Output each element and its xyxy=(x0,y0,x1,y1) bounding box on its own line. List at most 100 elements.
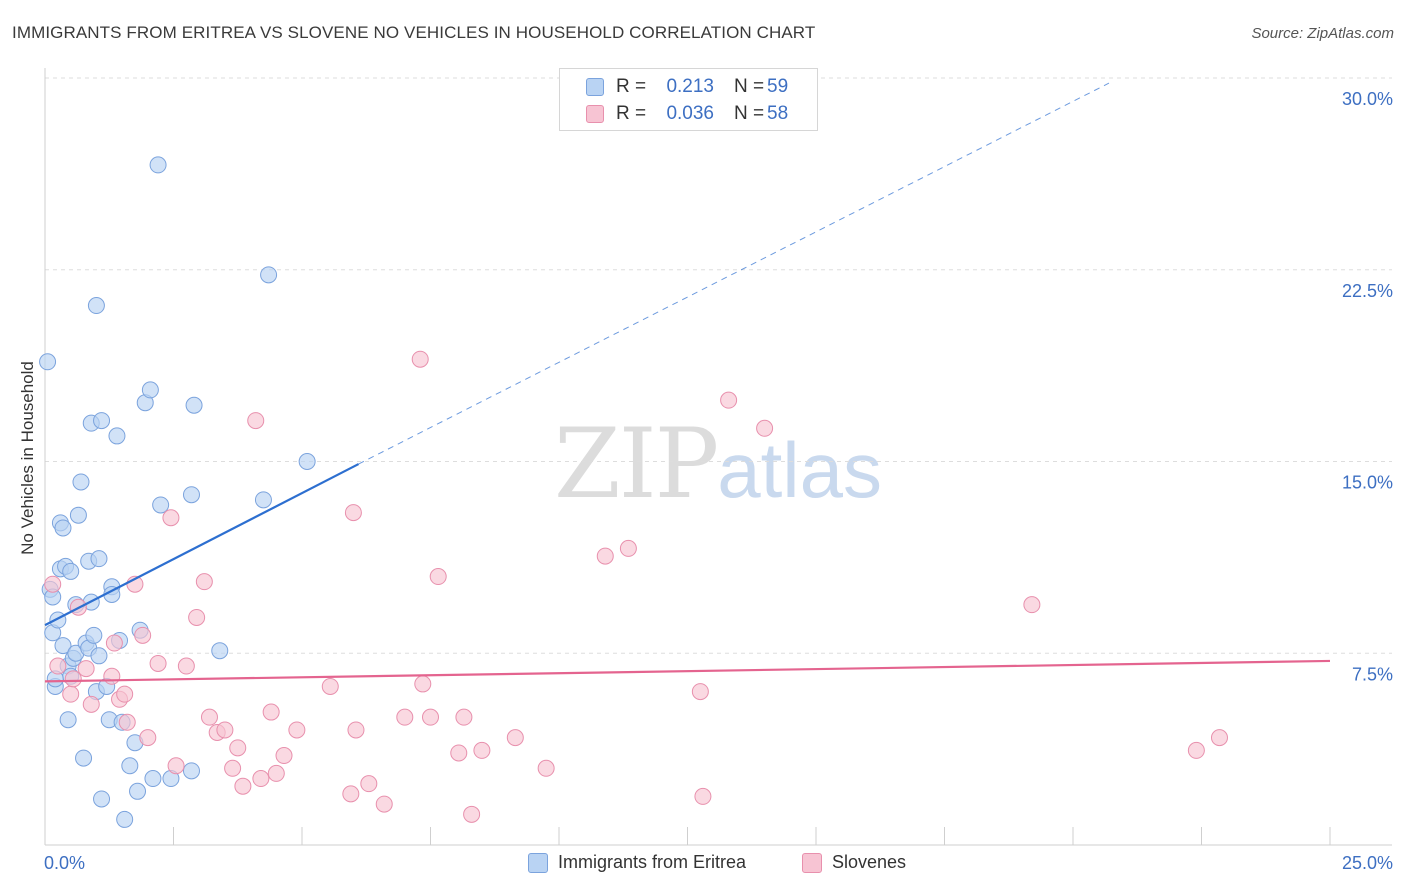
y-tick-label: 7.5% xyxy=(1352,664,1393,684)
slovenes-point xyxy=(1187,741,1205,759)
eritrea-point xyxy=(72,473,90,491)
slovenes-point xyxy=(720,391,738,409)
slovenes-point xyxy=(252,770,270,788)
r-value: 0.213 xyxy=(666,76,714,97)
eritrea-point xyxy=(59,711,77,729)
slovenes-point xyxy=(229,739,247,757)
slovenes-trend-line xyxy=(44,659,1331,683)
slovenes-point xyxy=(375,795,393,813)
slovenes-point xyxy=(262,703,280,721)
chart-title: IMMIGRANTS FROM ERITREA VS SLOVENE NO VE… xyxy=(12,23,816,42)
legend-slovenes-swatch xyxy=(802,852,822,873)
eritrea-point xyxy=(90,647,108,665)
eritrea-trend-line xyxy=(44,463,360,627)
eritrea-point xyxy=(149,156,167,174)
eritrea-point xyxy=(141,381,159,399)
eritrea-point xyxy=(185,396,203,414)
y-tick-label: 22.5% xyxy=(1342,281,1393,301)
slovenes-point xyxy=(450,744,468,762)
eritrea-point xyxy=(108,427,126,445)
slovenes-point xyxy=(455,708,473,726)
stats-legend: R = 0.213 N = 59 R = 0.036 N = 58 xyxy=(559,68,818,131)
slovenes-point xyxy=(288,721,306,739)
legend-slovenes-label: Slovenes xyxy=(832,852,907,872)
slovenes-point xyxy=(105,634,123,652)
slovenes-point xyxy=(62,685,80,703)
watermark: ZIPatlas xyxy=(554,408,882,520)
slovenes-point xyxy=(188,608,206,626)
slovenes-point xyxy=(49,657,67,675)
y-axis-title: No Vehicles in Household xyxy=(18,361,37,555)
n-value: 58 xyxy=(767,103,789,124)
slovenes-point xyxy=(82,695,100,713)
r-label: R = xyxy=(616,103,647,124)
slovenes-point xyxy=(344,504,362,522)
slovenes-point xyxy=(694,787,712,805)
eritrea-point xyxy=(54,519,72,537)
slovenes-point xyxy=(275,747,293,765)
eritrea-point xyxy=(121,757,139,775)
slovenes-point xyxy=(267,764,285,782)
watermark-atlas: atlas xyxy=(717,426,882,514)
slovenes-point xyxy=(77,660,95,678)
slovenes-point xyxy=(321,677,339,695)
slovenes-point xyxy=(134,626,152,644)
slovenes-point xyxy=(422,708,439,726)
slovenes-point xyxy=(139,729,157,747)
slovenes-point xyxy=(224,759,242,777)
y-tick-label: 30.0% xyxy=(1342,89,1393,109)
eritrea-point xyxy=(144,770,162,788)
slovenes-point xyxy=(691,683,709,701)
slovenes-point xyxy=(756,419,774,437)
eritrea-point xyxy=(62,562,80,580)
slovenes-point xyxy=(414,675,432,693)
stats-legend-row-slovenes: R = 0.036 N = 58 xyxy=(586,101,788,127)
n-label: N = xyxy=(734,103,765,124)
slovenes-point xyxy=(342,785,360,803)
eritrea-point xyxy=(87,297,105,315)
eritrea-point xyxy=(85,626,103,644)
eritrea-point xyxy=(116,810,134,828)
slovenes-point xyxy=(177,657,195,675)
slovenes-swatch xyxy=(586,105,604,123)
slovenes-point xyxy=(216,721,234,739)
slovenes-point xyxy=(149,654,167,672)
slovenes-point xyxy=(118,713,136,731)
slovenes-point xyxy=(596,547,614,565)
eritrea-point xyxy=(75,749,93,767)
eritrea-point xyxy=(69,506,87,524)
slovenes-point xyxy=(64,670,82,688)
source-label: Source: ZipAtlas.com xyxy=(1251,25,1394,42)
eritrea-swatch xyxy=(586,78,604,96)
slovenes-point xyxy=(411,350,429,368)
slovenes-point xyxy=(234,777,252,795)
slovenes-point xyxy=(619,539,637,557)
slovenes-point xyxy=(247,412,265,430)
eritrea-point xyxy=(152,496,170,514)
n-label: N = xyxy=(734,76,765,97)
eritrea-point xyxy=(54,637,72,655)
eritrea-point xyxy=(93,790,111,808)
eritrea-point xyxy=(260,266,278,284)
eritrea-point xyxy=(93,412,111,430)
slovenes-point xyxy=(1023,596,1041,614)
eritrea-point xyxy=(39,353,57,371)
slovenes-point xyxy=(347,721,365,739)
r-value: 0.036 xyxy=(666,103,714,124)
eritrea-trend-extension xyxy=(358,82,1110,465)
slovenes-point xyxy=(429,568,447,586)
legend-eritrea-label: Immigrants from Eritrea xyxy=(558,852,747,872)
x-tick-label: 25.0% xyxy=(1342,853,1393,873)
slovenes-point xyxy=(162,509,180,527)
slovenes-point xyxy=(200,708,218,726)
eritrea-point xyxy=(182,762,200,780)
slovenes-point xyxy=(116,685,134,703)
stats-legend-row-eritrea: R = 0.213 N = 59 xyxy=(586,74,788,100)
legend-item-eritrea: Immigrants from Eritrea xyxy=(528,852,746,873)
legend-eritrea-swatch xyxy=(528,852,548,873)
eritrea-point xyxy=(90,550,108,568)
eritrea-point xyxy=(211,642,229,660)
eritrea-point xyxy=(129,782,147,800)
slovenes-point xyxy=(537,759,555,777)
